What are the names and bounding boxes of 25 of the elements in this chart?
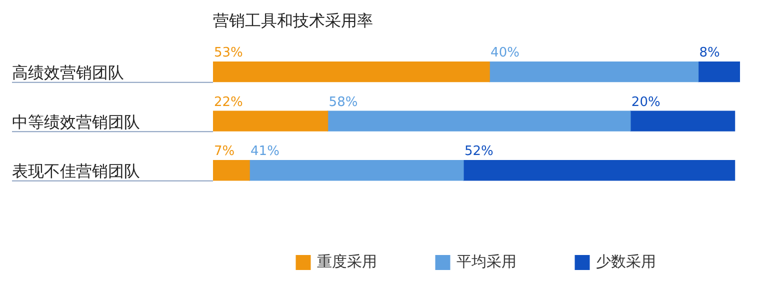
bar	[213, 160, 250, 181]
data-label: 20%	[631, 94, 660, 110]
data-label: 52%	[464, 144, 494, 160]
data-label: 41%	[250, 144, 280, 160]
legend-label: 少数采用	[596, 252, 656, 270]
bar	[327, 110, 631, 132]
data-label: 7%	[214, 144, 235, 160]
bar	[463, 160, 736, 181]
data-label: 40%	[490, 46, 520, 61]
legend-label: 重度采用	[316, 252, 377, 270]
chart-title: 营销工具和技术采用率	[213, 10, 373, 30]
data-label: 8%	[699, 46, 720, 61]
y-tick-label: 高绩效营销团队	[12, 62, 124, 82]
y-tick-label: 中等绩效营销团队	[12, 112, 140, 132]
bar	[213, 110, 328, 132]
bar	[249, 160, 464, 181]
bar	[630, 110, 736, 132]
data-label: 58%	[328, 94, 358, 110]
bar	[213, 62, 490, 82]
data-label: 53%	[214, 46, 243, 61]
bar	[489, 62, 699, 82]
y-tick-label: 表现不佳营销团队	[12, 162, 140, 181]
legend-label: 平均采用	[456, 252, 516, 270]
data-label: 22%	[214, 94, 243, 110]
bar	[698, 62, 740, 82]
